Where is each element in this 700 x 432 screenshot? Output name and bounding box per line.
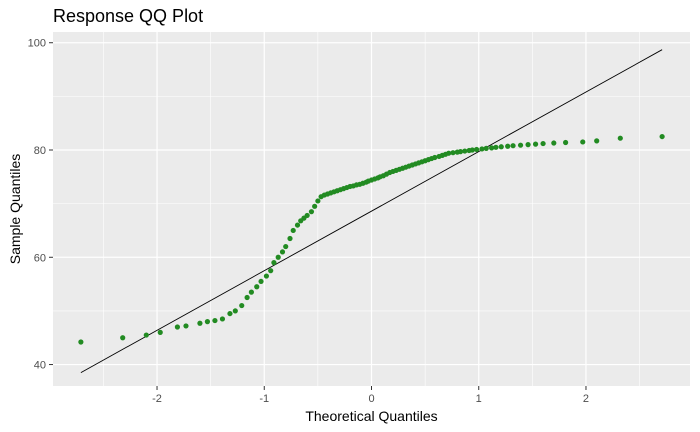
- data-point: [232, 308, 238, 314]
- data-point: [479, 146, 485, 152]
- data-point: [290, 227, 296, 234]
- reference-line-group: [80, 49, 663, 373]
- data-point: [457, 149, 464, 155]
- y-axis-title: Sample Quantiles: [7, 154, 23, 265]
- data-point: [446, 150, 452, 156]
- y-tick-label: 100: [28, 38, 46, 50]
- data-point: [283, 243, 289, 250]
- data-point: [617, 135, 623, 141]
- y-axis-ticks: 40 60 80 100: [28, 38, 53, 372]
- data-point: [312, 203, 318, 209]
- data-point: [483, 145, 489, 151]
- data-point: [517, 142, 524, 148]
- data-point: [580, 139, 586, 145]
- data-point: [143, 332, 149, 338]
- data-point: [263, 273, 270, 279]
- data-point: [315, 198, 321, 204]
- y-tick-label: 60: [34, 252, 46, 264]
- data-point: [532, 141, 539, 147]
- data-point: [287, 235, 293, 242]
- data-point: [551, 140, 557, 146]
- data-point: [498, 144, 504, 150]
- data-point: [275, 254, 281, 260]
- data-point: [271, 260, 277, 266]
- data-point: [197, 320, 203, 326]
- data-point: [258, 278, 264, 285]
- data-point: [219, 316, 226, 322]
- chart-title: Response QQ Plot: [53, 6, 204, 26]
- reference-line: [80, 49, 663, 373]
- x-tick-label: 2: [583, 393, 589, 405]
- data-point: [294, 222, 301, 228]
- x-tick-label: 0: [368, 393, 374, 405]
- data-point: [120, 335, 126, 341]
- data-point: [254, 284, 260, 290]
- data-point: [304, 212, 310, 219]
- data-point: [174, 324, 180, 330]
- data-point: [268, 268, 274, 274]
- data-point: [525, 142, 531, 148]
- data-point: [563, 139, 569, 146]
- data-point: [279, 249, 286, 255]
- data-point: [493, 144, 499, 150]
- data-point: [212, 317, 218, 324]
- points-group: [78, 133, 665, 345]
- data-point: [473, 146, 480, 153]
- y-tick-label: 40: [34, 360, 46, 372]
- x-tick-label: -1: [259, 393, 269, 405]
- data-point: [659, 133, 665, 140]
- data-point: [489, 145, 495, 151]
- x-axis-title: Theoretical Quantiles: [305, 408, 437, 424]
- data-point: [157, 329, 163, 335]
- data-point: [204, 319, 211, 325]
- data-point: [239, 302, 245, 309]
- data-point: [432, 154, 438, 161]
- data-point: [183, 323, 189, 329]
- y-tick-label: 80: [34, 145, 46, 157]
- x-axis-ticks: -2 -1 0 1 2: [152, 386, 589, 405]
- data-point: [469, 147, 475, 153]
- data-point: [244, 294, 250, 301]
- data-point: [510, 143, 516, 149]
- data-point: [227, 310, 233, 317]
- data-point: [462, 148, 468, 154]
- x-tick-label: -2: [152, 393, 162, 405]
- data-point: [78, 339, 84, 345]
- data-point: [505, 143, 511, 149]
- major-gridlines: [53, 32, 690, 386]
- data-point: [308, 209, 315, 215]
- data-point: [248, 289, 254, 295]
- data-point: [450, 150, 456, 156]
- data-point: [594, 138, 600, 144]
- data-point: [540, 140, 546, 147]
- x-tick-label: 1: [476, 393, 482, 405]
